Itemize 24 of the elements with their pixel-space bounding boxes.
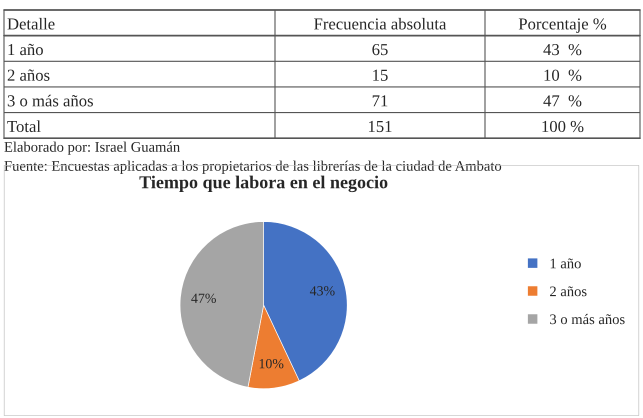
- chart-title: Tiempo que labora en el negocio: [139, 176, 388, 192]
- text: 151: [368, 120, 392, 132]
- data-label: 47%: [191, 294, 216, 303]
- text: 43 %: [543, 44, 582, 56]
- category-label: Detalle: [7, 18, 55, 30]
- category-label: 2 años: [8, 69, 50, 81]
- text: 15: [373, 70, 388, 81]
- text: 10 %: [544, 70, 582, 81]
- source-note: Fuente: Encuestas aplicadas a los propietarios de las librerías de la ciudad de Ambato: [4, 160, 502, 174]
- category-label: Porcentaje %: [518, 18, 606, 33]
- data-label: 43%: [310, 286, 335, 296]
- text: 100 %: [542, 120, 584, 132]
- text: 47 %: [543, 95, 582, 107]
- legend-label: 2 años: [550, 286, 587, 296]
- text: 65: [372, 44, 388, 56]
- text: 71: [372, 95, 388, 106]
- category-label: Total: [7, 120, 41, 132]
- category-label: Frecuencia absoluta: [314, 18, 446, 30]
- data-label: 10%: [260, 358, 284, 368]
- text: Elaborado por: Israel Guamán: [4, 142, 180, 155]
- category-label: 3 o más años: [8, 94, 93, 106]
- category-label: 1 año: [8, 44, 43, 56]
- legend-label: 1 año: [550, 258, 581, 268]
- legend-label: 3 o más años: [550, 314, 625, 324]
